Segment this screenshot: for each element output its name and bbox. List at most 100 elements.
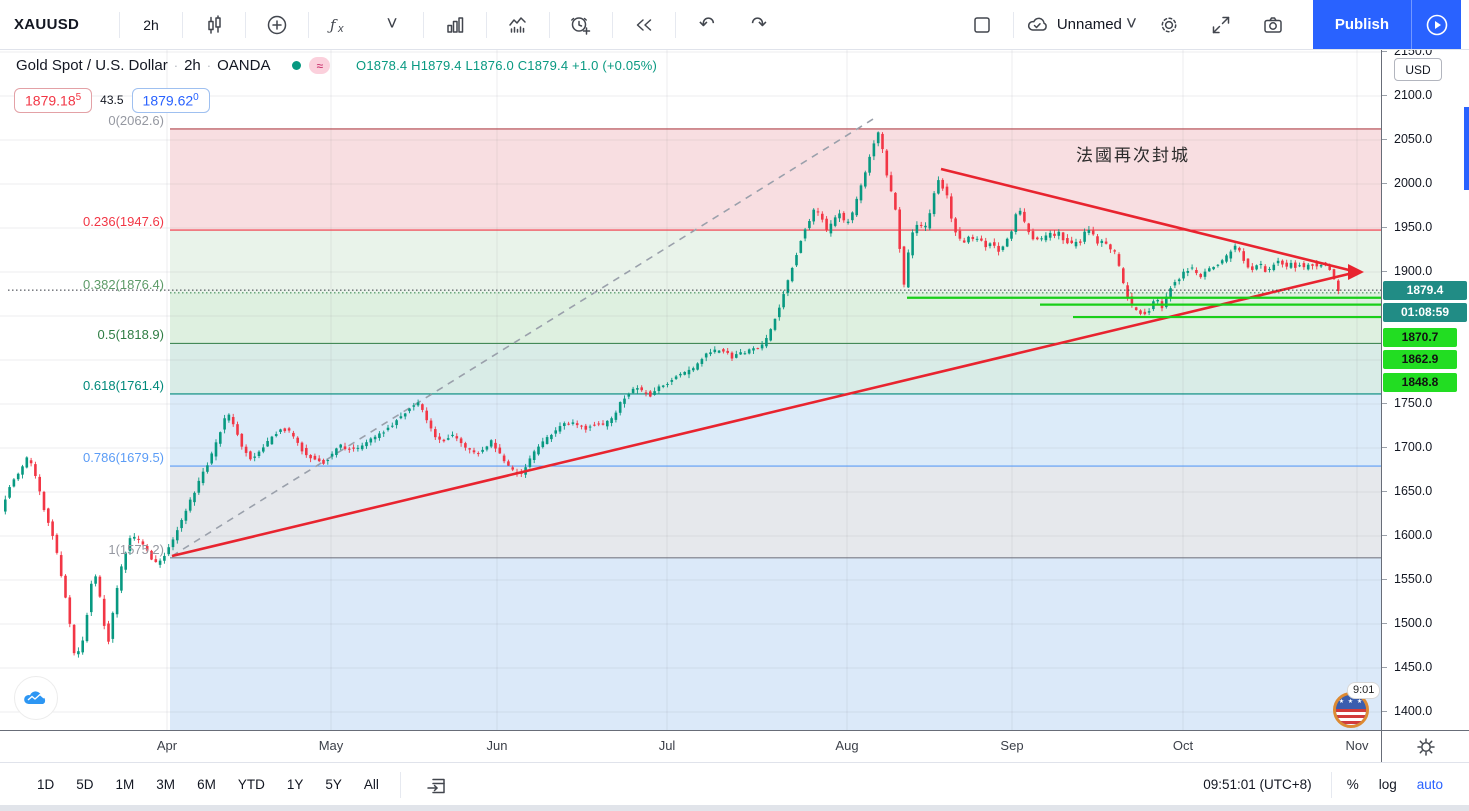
sun-gear-icon	[1417, 738, 1435, 756]
market-hours-clock[interactable]: ★ ★ ★ 9:01	[1333, 682, 1381, 728]
divider	[245, 11, 246, 38]
layout-name: Unnamed	[1056, 16, 1122, 33]
rewind-icon	[636, 18, 652, 31]
time-axis[interactable]: Apr May Jun Jul Aug Sep Oct Nov	[0, 730, 1381, 763]
month-label: Apr	[156, 738, 178, 753]
undo-icon: ↶	[699, 14, 715, 35]
svg-text:ƒ: ƒ	[327, 16, 338, 34]
chevron-down-icon: ˅	[1125, 14, 1137, 35]
go-to-date-button[interactable]	[411, 765, 463, 805]
fib-band	[170, 343, 1381, 394]
layout-square-icon	[974, 16, 990, 33]
legend-title: Gold Spot / U.S. Dollar	[16, 57, 168, 74]
dashed-reference-line[interactable]	[171, 115, 879, 557]
price-tick-label: 1400.0	[1382, 704, 1469, 718]
interval-button[interactable]: 2h	[143, 16, 159, 33]
chart-style-button[interactable]	[188, 5, 240, 45]
axis-settings-corner[interactable]	[1381, 730, 1469, 763]
divider	[612, 11, 613, 38]
range-button-ytd[interactable]: YTD	[237, 777, 265, 792]
scrollbar-fragment[interactable]	[1464, 107, 1469, 190]
divider	[182, 11, 183, 38]
divider	[308, 11, 309, 38]
range-button-5y[interactable]: 5Y	[325, 777, 342, 792]
month-label: Aug	[835, 738, 859, 753]
chart-legend[interactable]: Gold Spot / U.S. Dollar · 2h · OANDA ≈ O…	[16, 57, 657, 74]
currency-badge[interactable]: USD	[1394, 58, 1442, 81]
candlestick-icon	[208, 14, 221, 34]
publish-button[interactable]: Publish	[1334, 16, 1389, 33]
bar-template-icon	[447, 16, 464, 33]
log-scale-button[interactable]: log	[1378, 777, 1397, 792]
divider	[1411, 0, 1412, 49]
buy-price-button[interactable]: 1879.620	[131, 88, 210, 113]
price-tick-label: 2100.0	[1382, 88, 1469, 102]
chart-settings-button[interactable]	[1143, 5, 1195, 45]
divider	[675, 11, 676, 38]
price-axis[interactable]: USD 2150.0 2100.0 2050.0 2000.0 1950.0 1900.0…	[1381, 44, 1469, 730]
play-button[interactable]	[1412, 12, 1461, 38]
spread-value: 43.5	[100, 93, 124, 108]
range-button-3m[interactable]: 3M	[156, 777, 176, 792]
divider	[423, 11, 424, 38]
range-button-1m[interactable]: 1M	[115, 777, 135, 792]
range-button-1d[interactable]: 1D	[37, 777, 55, 792]
session-clock[interactable]: 09:51:01 (UTC+8)	[1203, 777, 1312, 792]
market-status-dot	[292, 61, 302, 70]
divider	[1330, 771, 1332, 798]
candles-up	[4, 131, 1323, 658]
auto-scale-button[interactable]: auto	[1416, 777, 1443, 792]
save-layout-button[interactable]: Unnamed ˅	[1019, 5, 1143, 45]
month-label: Oct	[1172, 738, 1194, 753]
fullscreen-button[interactable]	[1195, 5, 1247, 45]
range-button-all[interactable]: All	[363, 777, 379, 792]
price-tick-label: 1950.0	[1382, 220, 1469, 234]
redo-icon: ↷	[751, 14, 767, 35]
layout-select-button[interactable]	[956, 5, 1008, 45]
legend-exchange: OANDA	[217, 57, 271, 74]
templates-button[interactable]	[429, 5, 481, 45]
plus-circle-icon	[267, 15, 287, 34]
symbol-button[interactable]: XAUUSD	[14, 16, 80, 33]
price-tick-label: 1650.0	[1382, 484, 1469, 498]
sell-price-button[interactable]: 1879.185	[14, 88, 93, 113]
alert-price-tag: 1848.8	[1383, 372, 1457, 392]
play-circle-icon	[1426, 14, 1447, 35]
month-label: Jun	[486, 738, 508, 753]
cloud-check-icon	[1027, 17, 1047, 31]
fib-band	[170, 466, 1381, 558]
price-tick-label: 1700.0	[1382, 440, 1469, 454]
compare-button[interactable]	[251, 5, 303, 45]
chevron-down-icon: ˅	[386, 14, 398, 35]
alert-price-tag: 1870.7	[1383, 327, 1457, 347]
snapshot-button[interactable]	[1247, 5, 1299, 45]
range-button-5d[interactable]: 5D	[76, 777, 94, 792]
broker-logo[interactable]	[14, 676, 58, 720]
indicators-button[interactable]: ƒ x	[314, 5, 366, 45]
legend-interval: 2h	[184, 57, 201, 74]
range-button-1y[interactable]: 1Y	[286, 777, 304, 792]
ohlc-values: O1878.4 H1879.4 L1876.0 C1879.4 +1.0 (+0…	[356, 58, 658, 73]
indicators-dropdown[interactable]: ˅	[366, 5, 418, 45]
text-annotation[interactable]: 法國再次封城	[1076, 146, 1190, 165]
range-button-6m[interactable]: 6M	[197, 777, 216, 792]
percent-scale-button[interactable]: %	[1346, 777, 1359, 792]
price-tag: 01:08:59	[1383, 302, 1467, 322]
divider	[119, 11, 120, 38]
fib-band	[170, 393, 1381, 467]
approx-badge: ≈	[309, 57, 331, 74]
alert-price-tag: 1862.9	[1383, 349, 1457, 369]
triangle-upper-line[interactable]	[940, 167, 1358, 274]
price-chart[interactable]	[0, 49, 1381, 730]
undo-button[interactable]: ↶	[681, 5, 733, 45]
create-alert-button[interactable]	[555, 5, 607, 45]
price-tick-label: 1500.0	[1382, 616, 1469, 630]
fundamentals-button[interactable]	[492, 5, 544, 45]
divider	[549, 11, 550, 38]
top-toolbar: XAUUSD 2h ƒ	[0, 0, 1469, 50]
bottom-toolbar: 1D 5D 1M 3M 6M YTD 1Y 5Y All 09:51:01 (UTC+8) % …	[0, 762, 1469, 806]
bar-replay-button[interactable]	[618, 5, 670, 45]
redo-button[interactable]: ↷	[733, 5, 785, 45]
month-label: Jul	[658, 738, 676, 753]
triangle-lower-line[interactable]	[171, 270, 1358, 558]
